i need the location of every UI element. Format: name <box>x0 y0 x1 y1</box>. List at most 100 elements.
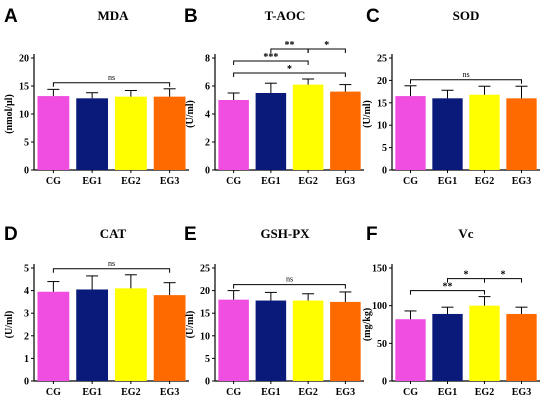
y-tick-label: 0 <box>24 377 29 388</box>
y-tick-label: 0 <box>382 166 387 177</box>
bar-eg2 <box>114 288 147 381</box>
x-tick-label: CG <box>403 176 418 187</box>
x-tick-label: EG2 <box>298 387 317 398</box>
bar-eg3 <box>153 96 186 170</box>
bar-cg <box>37 291 70 381</box>
significance-bracket <box>233 284 346 289</box>
panel-letter: F <box>366 224 378 245</box>
x-tick-label: CG <box>46 176 61 187</box>
significance-label: ns <box>108 73 115 82</box>
y-tick-label: 8 <box>205 54 210 65</box>
y-tick-label: 3 <box>24 309 29 320</box>
x-tick-label: EG1 <box>438 176 457 187</box>
significance-bracket <box>233 60 309 65</box>
y-tick-label: 5 <box>382 143 387 154</box>
y-tick-label: 15 <box>200 309 210 320</box>
x-tick-label: EG3 <box>160 176 179 187</box>
bar-eg3 <box>330 301 361 381</box>
y-tick-label: 150 <box>372 264 387 275</box>
bar-cg <box>395 319 426 381</box>
bar-eg2 <box>469 305 500 381</box>
bar-eg2 <box>469 94 500 170</box>
significance-label: ns <box>108 259 115 268</box>
y-tick-label: 100 <box>372 301 387 312</box>
panel-letter: B <box>184 6 198 27</box>
x-tick-label: EG1 <box>82 176 101 187</box>
chart-title: SOD <box>453 8 480 23</box>
y-tick-label: 25 <box>200 264 210 275</box>
significance-label: * <box>287 64 292 75</box>
panel-letter: A <box>4 6 18 27</box>
panel-e: E GSH-PX (U/ml) 0 5 10 15 20 25 CG EG1 EG2 EG3 ns <box>184 224 364 398</box>
y-tick-label: 2 <box>24 331 29 342</box>
bar-eg1 <box>76 289 109 381</box>
panel-letter: C <box>366 6 380 27</box>
significance-bracket <box>484 278 522 283</box>
x-tick-label: CG <box>46 387 61 398</box>
significance-label: * <box>501 270 506 281</box>
x-tick-label: CG <box>403 387 418 398</box>
chart-title: GSH-PX <box>260 226 310 241</box>
x-tick-label: EG1 <box>82 387 101 398</box>
y-tick-label: 5 <box>205 354 210 365</box>
significance-label: *** <box>263 52 278 63</box>
x-tick-label: EG2 <box>475 387 494 398</box>
x-tick-label: EG1 <box>261 387 280 398</box>
panel-letter: E <box>184 224 197 245</box>
y-axis-label: (mg/kg) <box>362 308 373 341</box>
y-tick-label: 20 <box>200 286 210 297</box>
chart-title: Vc <box>458 226 473 241</box>
y-tick-label: 20 <box>19 54 29 65</box>
bar-eg1 <box>255 93 287 170</box>
bar-eg2 <box>292 300 324 381</box>
y-tick-label: 20 <box>377 76 387 87</box>
y-axis-label: (U/ml) <box>185 100 196 128</box>
y-axis-label: (nmol/μl) <box>4 94 15 134</box>
bar-cg <box>218 100 249 170</box>
y-axis-label: (U/ml) <box>362 100 373 128</box>
x-tick-label: CG <box>226 176 241 187</box>
significance-label: ns <box>462 70 469 79</box>
y-tick-label: 50 <box>377 339 387 350</box>
y-tick-label: 4 <box>205 110 210 121</box>
significance-bracket <box>307 48 346 53</box>
bar-eg2 <box>292 84 324 170</box>
significance-bracket <box>52 268 171 273</box>
bar-eg3 <box>506 313 537 381</box>
y-tick-label: 0 <box>24 166 29 177</box>
chart-title: MDA <box>97 8 129 23</box>
x-tick-label: EG3 <box>512 176 531 187</box>
x-tick-label: EG3 <box>160 387 179 398</box>
chart-title: T-AOC <box>265 8 306 23</box>
y-tick-label: 2 <box>205 138 210 149</box>
y-axis-label: (U/ml) <box>185 311 196 339</box>
significance-label: ** <box>285 40 295 51</box>
y-tick-label: 15 <box>377 98 387 109</box>
x-tick-label: EG2 <box>298 176 317 187</box>
significance-bracket <box>410 79 522 84</box>
x-tick-label: CG <box>226 387 241 398</box>
bar-eg1 <box>255 300 287 381</box>
y-tick-label: 5 <box>24 264 29 275</box>
y-tick-label: 10 <box>200 331 210 342</box>
bar-eg2 <box>114 96 147 170</box>
x-tick-label: EG3 <box>336 387 355 398</box>
panel-c: C SOD (U/ml) 0 5 10 15 20 25 CG EG1 EG2 EG3 ns <box>362 6 540 187</box>
x-tick-label: EG3 <box>512 387 531 398</box>
y-tick-label: 0 <box>205 377 210 388</box>
x-tick-label: EG3 <box>336 176 355 187</box>
y-tick-label: 4 <box>24 286 29 297</box>
bar-eg1 <box>76 98 109 170</box>
bar-cg <box>395 96 426 170</box>
y-axis-label: (U/ml) <box>4 311 15 339</box>
significance-label: ** <box>443 282 453 293</box>
bar-eg3 <box>506 98 537 170</box>
x-tick-label: EG2 <box>121 387 140 398</box>
significance-bracket <box>52 82 171 87</box>
y-tick-label: 0 <box>382 377 387 388</box>
x-tick-label: EG2 <box>121 176 140 187</box>
y-tick-label: 15 <box>19 82 29 93</box>
bar-eg3 <box>153 295 186 381</box>
